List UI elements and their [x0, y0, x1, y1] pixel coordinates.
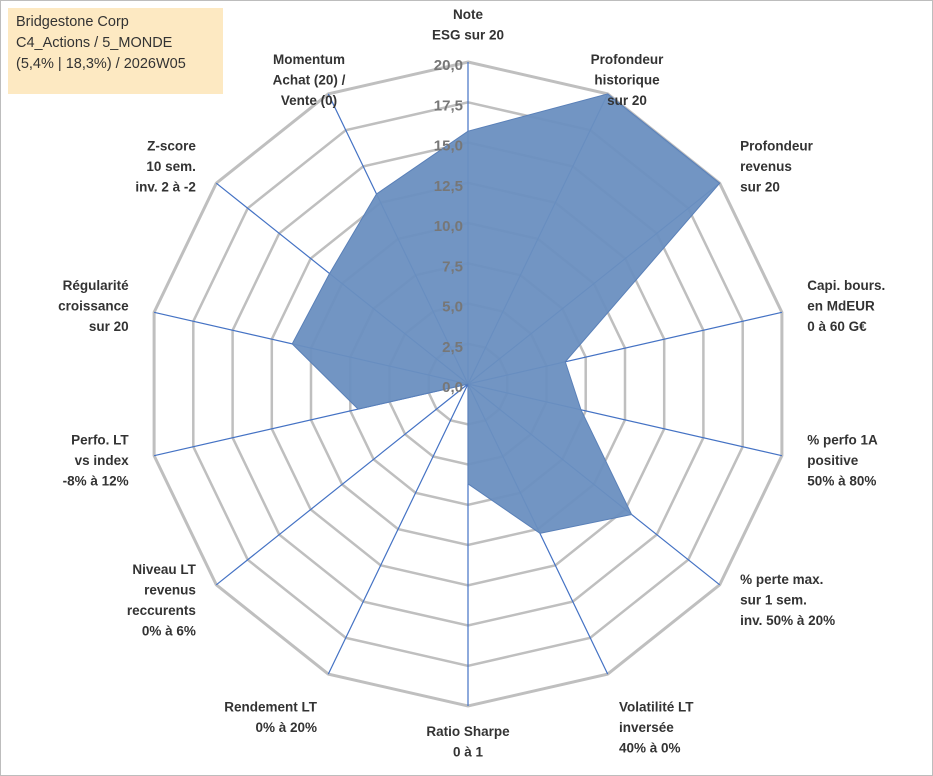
series-area-0	[291, 93, 721, 534]
axis-spoke-9	[215, 383, 469, 586]
axis-label-0: Note ESG sur 20	[432, 7, 504, 43]
axis-label-5: % perte max. sur 1 sem. inv. 50% à 20%	[740, 572, 835, 628]
axis-label-9: Niveau LT revenus reccurents 0% à 6%	[127, 562, 197, 639]
axis-label-9-line-1: revenus	[144, 583, 196, 598]
axis-label-2: Profondeur revenus sur 20	[740, 138, 813, 194]
axis-label-11-line-2: sur 20	[89, 319, 129, 334]
tick-label-4: 10,0	[434, 218, 463, 235]
axis-label-13-line-0: Momentum	[273, 52, 345, 67]
tick-layer: 0,0 2,5 5,0 7,5 10,0 12,5 15,0 17,5 20,0	[434, 57, 463, 396]
axis-label-1-line-0: Profondeur	[591, 52, 664, 67]
axis-label-4-line-2: 50% à 80%	[807, 474, 876, 489]
axis-label-12: Z-score 10 sem. inv. 2 à -2	[135, 138, 196, 194]
axis-label-13-line-2: Vente (0)	[281, 93, 337, 108]
axis-label-10-line-0: Perfo. LT	[71, 433, 129, 448]
axis-label-7: Ratio Sharpe 0 à 1	[426, 724, 510, 760]
axis-label-3-line-0: Capi. bours.	[807, 278, 885, 293]
axis-label-8-line-0: Rendement LT	[224, 700, 318, 715]
axis-label-6-line-0: Volatilité LT	[619, 700, 694, 715]
axis-label-11-line-0: Régularité	[63, 278, 130, 293]
axis-label-8-line-1: 0% à 20%	[255, 720, 317, 735]
tick-label-0: 0,0	[442, 379, 463, 396]
axis-spoke-8	[327, 383, 469, 675]
axis-label-5-line-0: % perte max.	[740, 572, 823, 587]
tick-label-6: 15,0	[434, 138, 463, 155]
tick-label-8: 20,0	[434, 57, 463, 74]
axis-label-6-line-1: inversée	[619, 720, 674, 735]
axis-label-1-line-2: sur 20	[607, 93, 647, 108]
axis-label-0-line-1: ESG sur 20	[432, 28, 504, 43]
tick-label-7: 17,5	[434, 97, 463, 114]
axis-label-2-line-1: revenus	[740, 159, 792, 174]
axis-label-4: % perfo 1A positive 50% à 80%	[807, 433, 878, 489]
axis-label-3-line-2: 0 à 60 G€	[807, 319, 867, 334]
axis-label-7-line-1: 0 à 1	[453, 745, 484, 760]
tick-label-5: 12,5	[434, 178, 463, 195]
axis-label-10: Perfo. LT vs index -8% à 12%	[63, 433, 130, 489]
axis-label-4-line-0: % perfo 1A	[807, 433, 878, 448]
axis-label-8: Rendement LT 0% à 20%	[224, 700, 318, 736]
axis-label-9-line-3: 0% à 6%	[142, 624, 196, 639]
axis-label-1: Profondeur historique sur 20	[591, 52, 664, 108]
axis-label-13-line-1: Achat (20) /	[273, 73, 346, 88]
axis-label-13: Momentum Achat (20) / Vente (0)	[273, 52, 346, 108]
axis-label-4-line-1: positive	[807, 453, 859, 468]
axis-label-11-line-1: croissance	[58, 298, 129, 313]
axis-label-12-line-2: inv. 2 à -2	[135, 179, 196, 194]
axis-label-0-line-0: Note	[453, 7, 483, 22]
axis-label-2-line-0: Profondeur	[740, 138, 813, 153]
tick-label-1: 2,5	[442, 339, 463, 356]
axis-label-9-line-2: reccurents	[127, 603, 196, 618]
axis-label-1-line-1: historique	[594, 73, 660, 88]
title-box: Bridgestone Corp C4_Actions / 5_MONDE (5…	[8, 8, 223, 94]
axis-label-6-line-2: 40% à 0%	[619, 741, 681, 756]
axis-label-5-line-2: inv. 50% à 20%	[740, 613, 835, 628]
axis-label-12-line-1: 10 sem.	[146, 159, 196, 174]
label-layer: Note ESG sur 20 Profondeur historique sur 20…	[58, 7, 885, 760]
tick-label-3: 7,5	[442, 258, 463, 275]
title-category: C4_Actions / 5_MONDE	[16, 35, 173, 51]
axis-label-5-line-1: sur 1 sem.	[740, 593, 807, 608]
axis-label-11: Régularité croissance sur 20	[58, 278, 129, 334]
axis-label-2-line-2: sur 20	[740, 179, 780, 194]
axis-label-10-line-1: vs index	[75, 453, 130, 468]
title-stats: (5,4% | 18,3%) / 2026W05	[16, 56, 186, 72]
series-layer	[291, 93, 721, 534]
axis-label-9-line-0: Niveau LT	[132, 562, 196, 577]
axis-label-3-line-1: en MdEUR	[807, 298, 875, 313]
title-company: Bridgestone Corp	[16, 14, 129, 30]
axis-label-3: Capi. bours. en MdEUR 0 à 60 G€	[807, 278, 885, 334]
axis-label-12-line-0: Z-score	[147, 138, 196, 153]
axis-label-10-line-2: -8% à 12%	[63, 474, 129, 489]
axis-label-6: Volatilité LT inversée 40% à 0%	[619, 700, 694, 756]
tick-label-2: 5,0	[442, 299, 463, 316]
axis-label-7-line-0: Ratio Sharpe	[426, 724, 510, 739]
